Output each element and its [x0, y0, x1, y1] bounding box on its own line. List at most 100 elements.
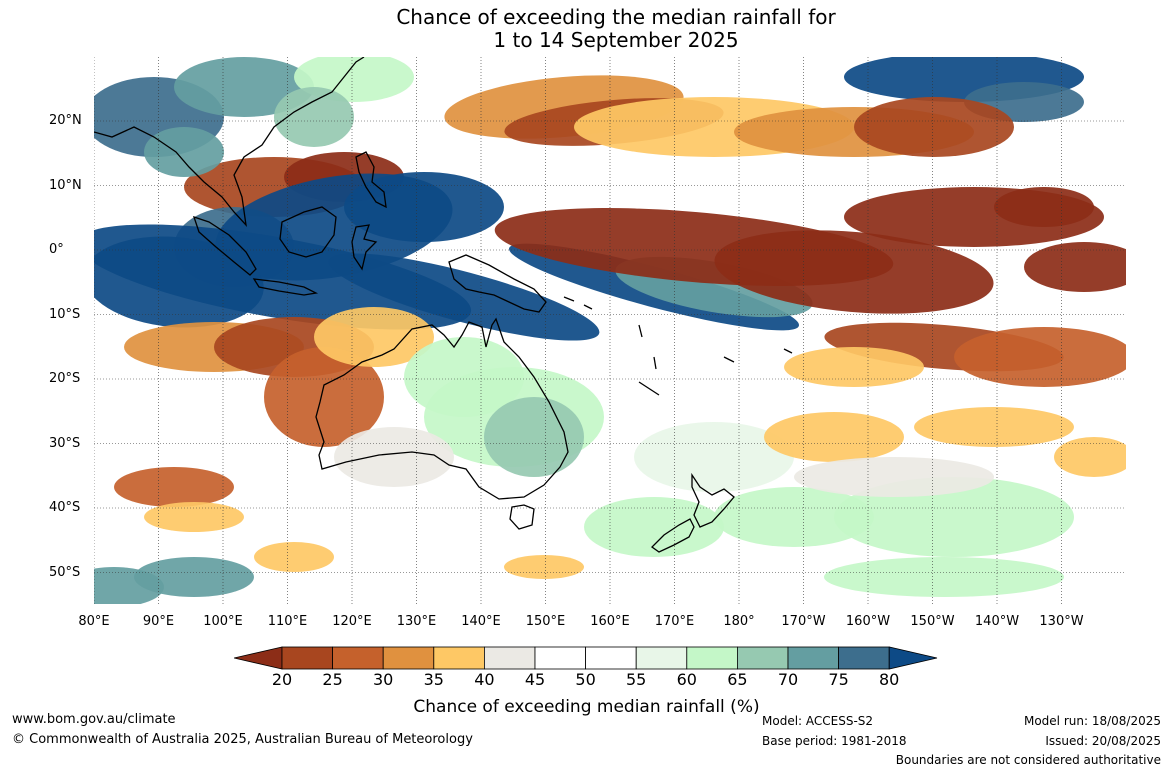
colorbar-segment	[483, 646, 536, 670]
new-caledonia-coastline	[638, 381, 660, 396]
map-gridlines	[94, 57, 1126, 604]
rainfall-patch	[504, 555, 584, 579]
colorbar-tick-label: 35	[423, 670, 444, 689]
java-coastline	[252, 278, 319, 296]
colorbar-label: Chance of exceeding median rainfall (%)	[413, 697, 760, 717]
colorbar-segment	[585, 646, 637, 670]
longitude-label: 170°W	[781, 614, 826, 629]
colorbar-tick-label: 70	[777, 670, 799, 689]
map-title-line1: Chance of exceeding the median rainfall …	[396, 5, 836, 29]
rainfall-patch	[994, 187, 1094, 227]
map-canvas	[94, 57, 1126, 604]
rainfall-patch	[764, 412, 904, 462]
longitude-label: 120°E	[332, 614, 372, 629]
colorbar-high-extension	[888, 646, 938, 670]
rainfall-patch	[334, 427, 454, 487]
rainfall-patch	[94, 236, 264, 328]
boundary-disclaimer: Boundaries are not considered authoritat…	[895, 753, 1161, 767]
colorbar-segment	[534, 646, 586, 670]
rainfall-patch	[144, 502, 244, 532]
rainfall-patch	[134, 557, 254, 597]
colorbar-segment	[686, 646, 738, 670]
rainfall-patch	[954, 327, 1126, 387]
colorbar-tick-label: 80	[879, 670, 900, 689]
sulawesi-coastline	[351, 224, 378, 271]
longitude-label: 130°W	[1039, 614, 1084, 629]
rainfall-patch	[144, 127, 224, 177]
rainfall-patch	[314, 307, 434, 367]
colorbar-tick-label: 30	[373, 670, 394, 689]
longitude-label: 90°E	[142, 614, 175, 629]
colorbar-tick-label: 65	[727, 670, 748, 689]
latitude-label: 50°S	[49, 564, 81, 580]
rainfall-patch	[114, 467, 234, 507]
colorbar-segment	[281, 646, 333, 670]
website-link[interactable]: www.bom.gov.au/climate	[12, 712, 176, 727]
sumatra-coastline	[192, 215, 257, 276]
issued-date: Issued: 20/08/2025	[1045, 734, 1161, 748]
model-name: Model: ACCESS-S2	[762, 714, 874, 728]
base-period: Base period: 1981-2018	[762, 734, 907, 748]
rainfall-patch	[254, 542, 334, 572]
colorbar-low-extension	[234, 646, 283, 670]
colorbar-tick-label: 20	[271, 670, 293, 689]
colorbar	[234, 646, 938, 670]
longitude-label: 150°E	[525, 614, 566, 629]
colorbar-segment	[736, 646, 789, 670]
philippines-coastline	[355, 151, 387, 209]
southeast-asia-coastline	[94, 57, 365, 227]
colorbar-tick-label: 50	[575, 670, 596, 689]
rainfall-patch	[328, 253, 600, 341]
rainfall-patch	[634, 422, 794, 492]
longitude-label: 110°E	[267, 614, 308, 629]
rainfall-patch	[274, 87, 354, 147]
colorbar-segment	[332, 646, 384, 670]
nz-south-island-coastline	[650, 518, 695, 553]
rainfall-patch	[404, 337, 524, 417]
longitude-label: 130°E	[396, 614, 437, 629]
latitude-label: 40°S	[49, 500, 81, 515]
colorbar-tick-label: 25	[322, 670, 343, 689]
rainfall-patch	[1054, 437, 1126, 477]
rainfall-patch	[264, 347, 384, 447]
rainfall-patch	[854, 97, 1014, 157]
model-run-date: Model run: 18/08/2025	[1023, 714, 1161, 728]
longitude-label: 170°E	[654, 614, 695, 629]
longitude-label: 140°E	[461, 614, 501, 629]
latitude-label: 20°N	[49, 113, 82, 128]
rainfall-patch	[174, 57, 314, 117]
rainfall-field	[94, 57, 1126, 604]
latitude-label: 10°N	[49, 177, 82, 193]
latitude-label: 20°S	[49, 371, 81, 386]
colorbar-tick-label: 60	[676, 670, 697, 689]
rainfall-patch	[794, 457, 994, 497]
tasmania-coastline	[509, 504, 535, 530]
new-guinea-coastline	[448, 254, 547, 313]
colorbar-segment	[635, 646, 688, 670]
rainfall-map	[94, 57, 1126, 604]
rainfall-patch	[824, 557, 1064, 597]
map-title-line2: 1 to 14 September 2025	[493, 28, 739, 52]
rainfall-patch	[344, 172, 504, 242]
longitude-label: 100°E	[203, 614, 243, 629]
borneo-coastline	[279, 206, 337, 258]
colorbar-tick-label: 40	[474, 670, 495, 689]
rainfall-patch	[1024, 242, 1126, 292]
island-chain-coastline	[563, 296, 793, 370]
rainfall-patch	[584, 497, 724, 557]
rainfall-patch	[914, 407, 1074, 447]
colorbar-tick-label: 45	[524, 670, 546, 689]
longitude-label: 160°W	[845, 614, 891, 629]
nz-north-island-coastline	[691, 472, 735, 528]
latitude-label: 30°S	[49, 435, 81, 451]
rainfall-patch	[714, 230, 994, 314]
copyright-text: © Commonwealth of Australia 2025, Austra…	[12, 732, 473, 747]
colorbar-segment	[838, 646, 890, 670]
latitude-label: 10°S	[49, 306, 81, 322]
colorbar-tick-label: 75	[828, 670, 849, 689]
rainfall-patch	[714, 487, 874, 547]
colorbar-tick-label: 55	[626, 670, 647, 689]
longitude-label: 80°E	[78, 614, 110, 629]
longitude-label: 180°	[723, 614, 755, 629]
colorbar-segment	[382, 646, 435, 670]
